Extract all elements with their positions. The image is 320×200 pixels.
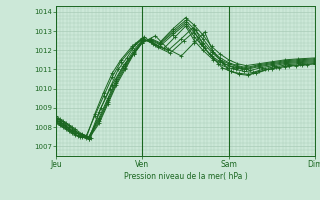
X-axis label: Pression niveau de la mer( hPa ): Pression niveau de la mer( hPa ) bbox=[124, 172, 247, 181]
